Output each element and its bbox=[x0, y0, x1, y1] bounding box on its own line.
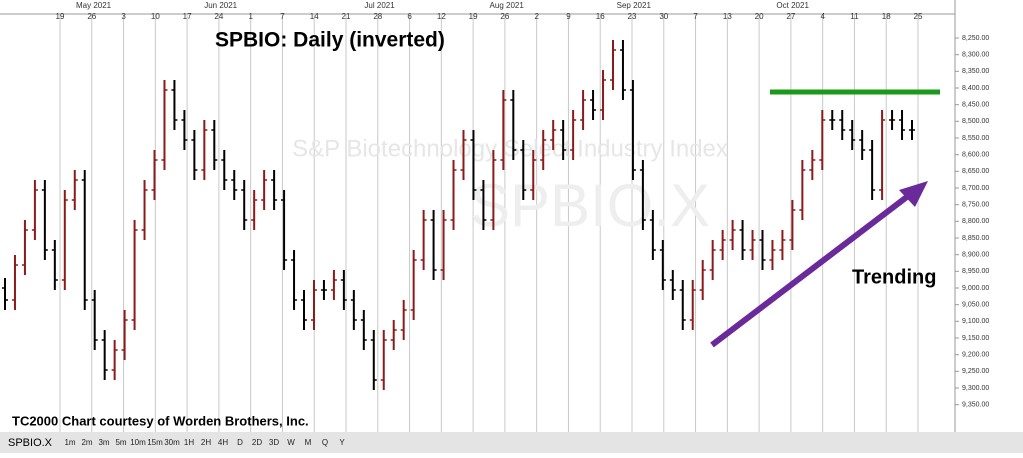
symbol: SPBIO.X bbox=[8, 437, 53, 449]
date-tick-label: 21 bbox=[342, 12, 351, 21]
date-tick-label: 14 bbox=[310, 12, 319, 21]
date-tick-label: 23 bbox=[628, 12, 637, 21]
trend-arrow-head bbox=[899, 181, 928, 207]
month-label: May 2021 bbox=[76, 1, 112, 10]
date-tick-label: 26 bbox=[87, 12, 96, 21]
chart-title: SPBIO: Daily (inverted) bbox=[215, 29, 445, 52]
y-tick-label: 8,500.00 bbox=[962, 118, 989, 125]
watermark: SPBIO.X bbox=[470, 172, 710, 239]
toolbar-button[interactable]: 15m bbox=[147, 438, 163, 447]
toolbar-button[interactable]: 4H bbox=[218, 438, 228, 447]
y-tick-label: 8,950.00 bbox=[962, 268, 989, 275]
date-tick-label: 1 bbox=[248, 12, 253, 21]
date-tick-label: 7 bbox=[280, 12, 285, 21]
toolbar-button[interactable]: 2D bbox=[252, 438, 262, 447]
toolbar bbox=[0, 432, 1023, 453]
y-tick-label: 8,450.00 bbox=[962, 102, 989, 109]
date-tick-label: 20 bbox=[755, 12, 764, 21]
date-tick-label: 19 bbox=[469, 12, 478, 21]
y-tick-label: 9,350.00 bbox=[962, 402, 989, 409]
annotation: Trending bbox=[852, 266, 936, 288]
date-tick-label: 26 bbox=[500, 12, 509, 21]
y-tick-label: 8,550.00 bbox=[962, 135, 989, 142]
date-tick-label: 16 bbox=[596, 12, 605, 21]
y-tick-label: 9,150.00 bbox=[962, 335, 989, 342]
toolbar-button[interactable]: 2m bbox=[81, 438, 92, 447]
y-tick-label: 8,650.00 bbox=[962, 168, 989, 175]
sub-watermark: S&P Biotechnology Select Industry Index bbox=[292, 135, 728, 162]
y-tick-label: 8,700.00 bbox=[962, 185, 989, 192]
date-tick-label: 9 bbox=[566, 12, 571, 21]
date-tick-label: 6 bbox=[407, 12, 412, 21]
date-tick-label: 7 bbox=[693, 12, 698, 21]
toolbar-button[interactable]: 10m bbox=[130, 438, 146, 447]
date-tick-label: 3 bbox=[121, 12, 126, 21]
date-tick-label: 2 bbox=[534, 12, 539, 21]
toolbar-button[interactable]: Y bbox=[339, 438, 345, 447]
y-tick-label: 9,050.00 bbox=[962, 302, 989, 309]
trend-arrow bbox=[710, 190, 914, 348]
y-tick-label: 9,200.00 bbox=[962, 352, 989, 359]
toolbar-button[interactable]: 5m bbox=[115, 438, 126, 447]
date-tick-label: 28 bbox=[373, 12, 382, 21]
y-tick-label: 9,100.00 bbox=[962, 318, 989, 325]
credit: TC2000 Chart courtesy of Worden Brothers… bbox=[12, 413, 309, 428]
toolbar-button[interactable]: D bbox=[237, 438, 243, 447]
toolbar-button[interactable]: W bbox=[287, 438, 295, 447]
toolbar-buttons: 1m 2m 3m 5m 10m 15m 30m 1H 2H 4H D 2D 3D W M Q Y bbox=[64, 438, 345, 447]
date-tick-label: 27 bbox=[786, 12, 795, 21]
y-tick-label: 8,600.00 bbox=[962, 152, 989, 159]
date-tick-label: 17 bbox=[183, 12, 192, 21]
date-tick-label: 18 bbox=[882, 12, 891, 21]
y-tick-label: 8,400.00 bbox=[962, 85, 989, 92]
y-tick-label: 8,350.00 bbox=[962, 68, 989, 75]
date-tick-label: 12 bbox=[437, 12, 446, 21]
date-tick-label: 10 bbox=[151, 12, 160, 21]
y-tick-label: 9,250.00 bbox=[962, 368, 989, 375]
month-label: Oct 2021 bbox=[776, 1, 809, 10]
toolbar-button[interactable]: 3m bbox=[98, 438, 109, 447]
toolbar-button[interactable]: 3D bbox=[269, 438, 279, 447]
date-tick-label: 25 bbox=[914, 12, 923, 21]
y-tick-label: 9,300.00 bbox=[962, 385, 989, 392]
y-tick-label: 8,750.00 bbox=[962, 202, 989, 209]
y-tick-label: 8,900.00 bbox=[962, 252, 989, 259]
toolbar-button[interactable]: 1m bbox=[64, 438, 75, 447]
date-tick-label: 11 bbox=[850, 12, 859, 21]
toolbar-button[interactable]: 30m bbox=[164, 438, 180, 447]
bars bbox=[2, 40, 915, 390]
date-tick-label: 30 bbox=[659, 12, 668, 21]
y-tick-label: 8,300.00 bbox=[962, 52, 989, 59]
month-label: Sep 2021 bbox=[617, 1, 652, 10]
date-tick-label: 13 bbox=[723, 12, 732, 21]
toolbar-button[interactable]: 2H bbox=[201, 438, 211, 447]
toolbar-button[interactable]: M bbox=[305, 438, 312, 447]
toolbar-button[interactable]: Q bbox=[322, 438, 328, 447]
y-tick-label: 8,250.00 bbox=[962, 35, 989, 42]
month-label: Jul 2021 bbox=[364, 1, 395, 10]
grid: 8,250.00 8,300.00 8,350.00 8,400.00 8,450.00… bbox=[56, 1, 989, 432]
date-tick-label: 24 bbox=[214, 12, 223, 21]
y-tick-label: 8,800.00 bbox=[962, 218, 989, 225]
month-label: Jun 2021 bbox=[204, 1, 237, 10]
month-label: Aug 2021 bbox=[490, 1, 525, 10]
date-tick-label: 19 bbox=[56, 12, 65, 21]
toolbar-button[interactable]: 1H bbox=[184, 438, 194, 447]
y-tick-label: 8,850.00 bbox=[962, 235, 989, 242]
date-tick-label: 4 bbox=[820, 12, 825, 21]
y-tick-label: 9,000.00 bbox=[962, 285, 989, 292]
